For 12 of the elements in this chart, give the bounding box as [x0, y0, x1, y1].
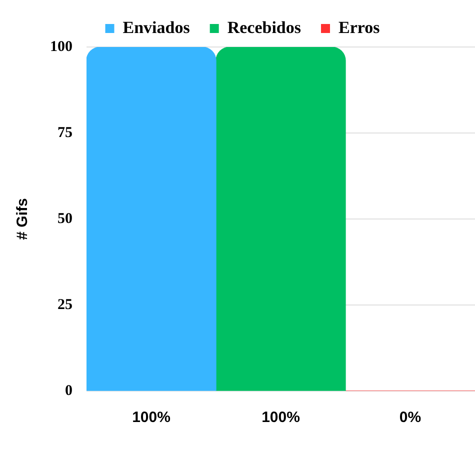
y-tick-label: 75 — [58, 124, 72, 141]
x-tick-label: 100% — [132, 409, 170, 426]
x-tick-label: 0% — [399, 409, 422, 426]
y-tick-label: 25 — [58, 296, 72, 313]
y-tick-label: 0 — [65, 382, 72, 399]
y-tick-label: 50 — [58, 210, 72, 227]
y-axis-title: # Gifs — [14, 198, 32, 240]
legend-label: Erros — [338, 18, 380, 37]
x-tick-label: 100% — [262, 409, 300, 426]
legend-label: Enviados — [122, 18, 190, 37]
y-tick-label: 100 — [50, 38, 72, 55]
legend-label: Recebidos — [227, 18, 302, 37]
